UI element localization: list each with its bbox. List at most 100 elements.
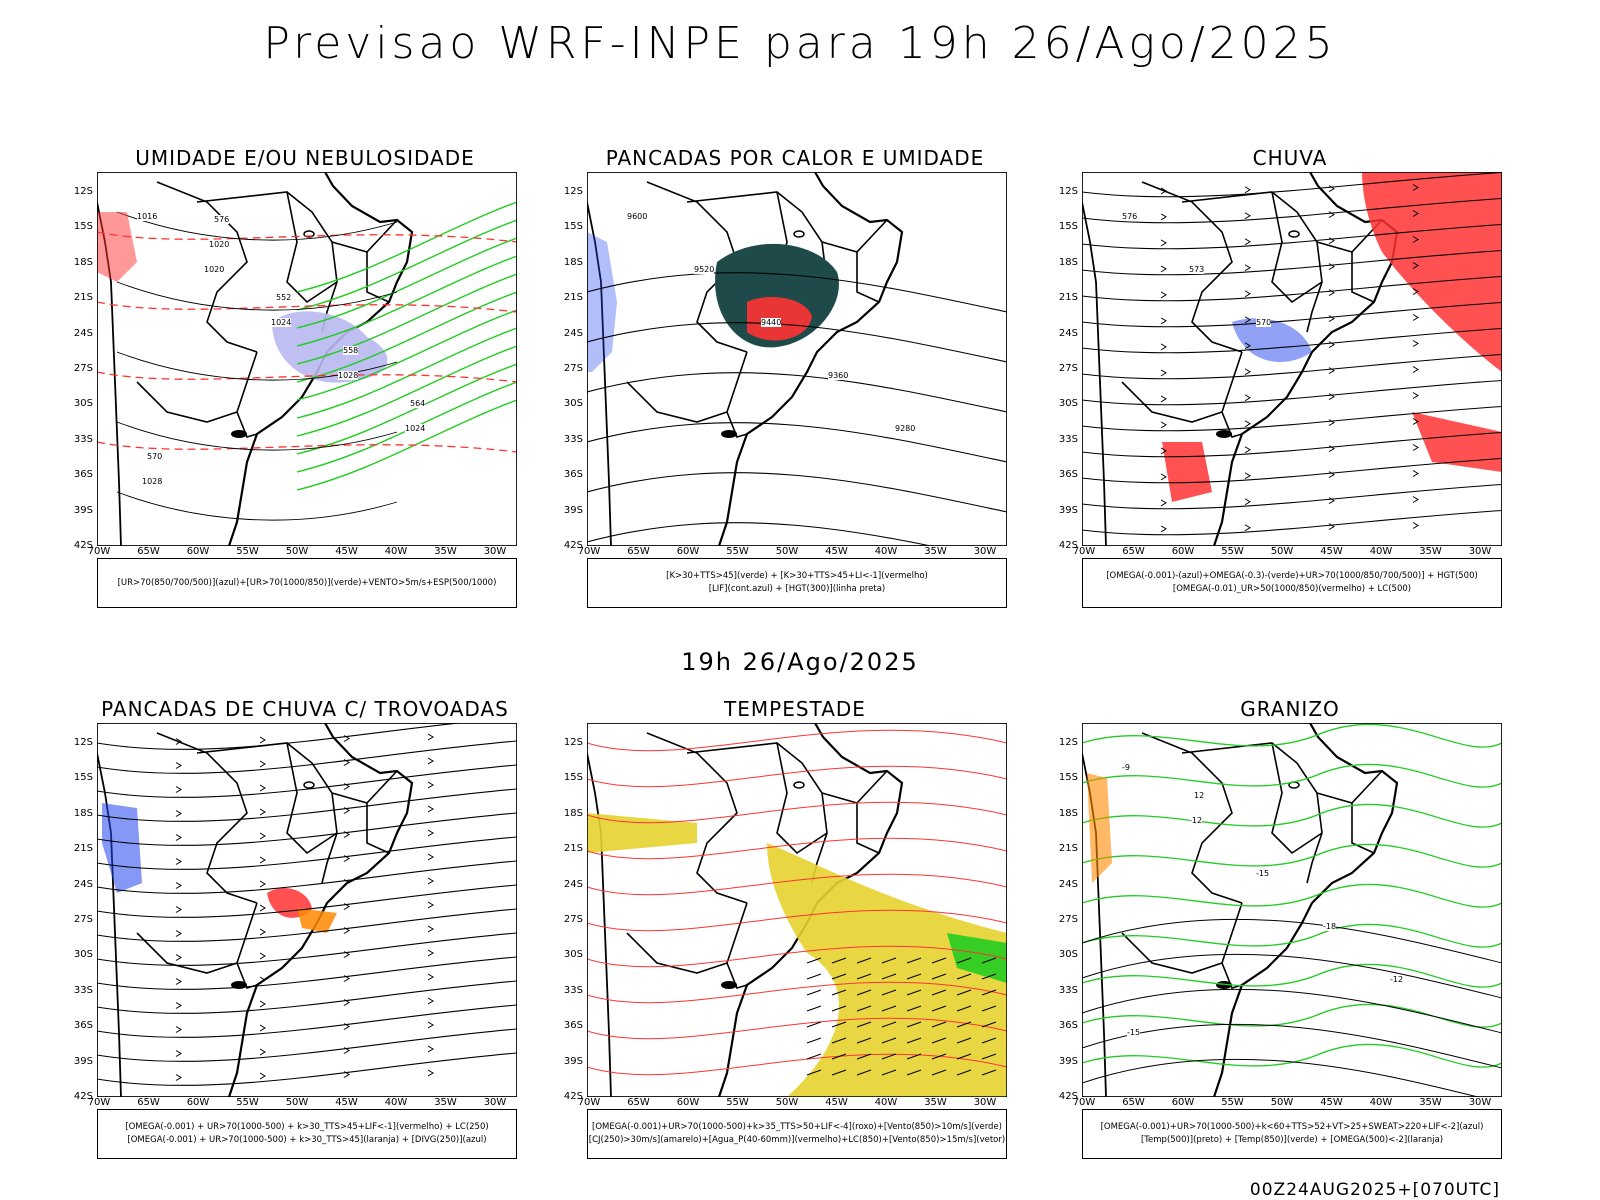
lat-label: 33S: [1058, 984, 1078, 996]
lat-label: 39S: [73, 504, 93, 516]
contour-label: 576: [1122, 212, 1138, 221]
lat-label: 21S: [73, 292, 93, 304]
lat-label: 12S: [73, 737, 93, 748]
lon-label: 70W: [87, 546, 111, 557]
lat-label: 15S: [73, 772, 93, 784]
lat-label: 18S: [563, 807, 583, 819]
lat-label: 21S: [563, 843, 583, 855]
lat-label: 27S: [1058, 914, 1078, 925]
legend-line: [OMEGA(-0.001) + UR>70(1000-500) + k>30_…: [127, 1135, 487, 1145]
contour-label: -15: [1256, 869, 1270, 878]
lat-label: 24S: [563, 878, 583, 890]
panel-legend: [UR>70(850/700/500)](azul)+[UR>70(1000/8…: [97, 558, 517, 608]
lon-label: 55W: [1221, 546, 1244, 557]
map-panel-2: PANCADAS POR CALOR E UMIDADE 12S 15S 18S 21S…: [545, 146, 1045, 626]
lat-label: 33S: [73, 433, 93, 445]
lon-label: 50W: [775, 546, 799, 557]
contour-label: 1028: [142, 477, 163, 486]
contour-label: 1024: [405, 424, 426, 433]
lon-label: 65W: [1122, 546, 1145, 557]
lon-label: 30W: [973, 1097, 997, 1108]
lon-label: 70W: [577, 546, 601, 557]
panel-legend: [K>30+TTS>45](verde) + [K>30+TTS>45+LI<-…: [587, 558, 1007, 608]
lat-label: 15S: [563, 772, 583, 784]
lon-label: 30W: [483, 1097, 507, 1108]
legend-line: [OMEGA(-0.001)+UR>70(1000-500)+k<60+TTS>…: [1100, 1122, 1484, 1132]
run-timestamp: 00Z24AUG2025+[070UTC]: [1249, 1180, 1500, 1200]
lat-label: 24S: [73, 878, 93, 890]
lat-label: 30S: [73, 949, 93, 961]
lon-label: 70W: [87, 1097, 111, 1108]
contour-label: -18: [1323, 922, 1337, 931]
lon-label: 40W: [1369, 546, 1393, 557]
lat-label: 42S: [1058, 540, 1078, 551]
legend-line: [K>30+TTS>45](verde) + [K>30+TTS>45+LI<-…: [666, 571, 928, 581]
page-title: Previsao WRF-INPE para 19h 26/Ago/2025: [263, 18, 1337, 69]
lon-label: 35W: [1419, 1097, 1442, 1108]
contour-label: 552: [276, 293, 292, 302]
mid-date-label: 19h 26/Ago/2025: [681, 648, 919, 676]
lon-label: 65W: [1122, 1097, 1145, 1108]
lat-label: 21S: [1058, 843, 1078, 855]
legend-line: [Temp(500)](preto) + [Temp(850)](verde) …: [1140, 1135, 1444, 1145]
map-canvas: [97, 723, 517, 1097]
contour-label: 570: [147, 452, 163, 461]
panel-title: PANCADAS POR CALOR E UMIDADE: [605, 146, 985, 170]
contour-label: 558: [343, 346, 359, 355]
contour-label: 9440: [761, 318, 782, 327]
lon-label: 35W: [924, 1097, 947, 1108]
lat-label: 39S: [563, 504, 583, 516]
lat-label: 30S: [1058, 398, 1078, 410]
lat-label: 36S: [563, 1020, 583, 1032]
lat-label: 42S: [73, 1091, 93, 1102]
contour-label: 12: [1194, 791, 1205, 800]
lat-label: 30S: [563, 398, 583, 410]
lat-label: 36S: [73, 1020, 93, 1032]
lat-label: 36S: [563, 469, 583, 481]
contour-label: 570: [1256, 318, 1272, 327]
lat-label: 15S: [563, 221, 583, 233]
lon-label: 60W: [1171, 1097, 1195, 1108]
lon-label: 40W: [874, 1097, 898, 1108]
lon-label: 65W: [137, 1097, 160, 1108]
lon-label: 35W: [1419, 546, 1442, 557]
lon-label: 50W: [775, 1097, 799, 1108]
lat-label: 27S: [1058, 363, 1078, 374]
forecast-map: 12S 15S 18S 21S 24S 27S 30S 33S 36S 39S 42S 70W 65W 6…: [1059, 723, 1502, 1108]
legend-line: [OMEGA(-0.01)_UR>50(1000/850)(vermelho) …: [1172, 584, 1412, 594]
contour-label: 564: [410, 399, 426, 408]
legend-line: [CJ(250)>30m/s](amarelo)+[Agua_P(40-60mm…: [588, 1135, 1006, 1145]
lat-label: 27S: [563, 363, 583, 374]
lat-label: 12S: [73, 186, 93, 197]
lat-label: 36S: [73, 469, 93, 481]
map-canvas: [97, 172, 517, 546]
lon-label: 45W: [1320, 1097, 1343, 1108]
forecast-map: 12S 15S 18S 21S 24S 27S 30S 33S 36S 39S 42S 70W 65W 6…: [74, 172, 517, 557]
lat-label: 27S: [73, 363, 93, 374]
lon-label: 65W: [627, 1097, 650, 1108]
lon-label: 70W: [577, 1097, 601, 1108]
forecast-map: 12S 15S 18S 21S 24S 27S 30S 33S 36S 39S 42S 70W 65W 6…: [1059, 172, 1502, 557]
panel-legend: [OMEGA(-0.001)+UR>70(1000-500)+k<60+TTS>…: [1082, 1109, 1502, 1159]
contour-label: 9360: [828, 371, 849, 380]
lon-label: 40W: [384, 546, 408, 557]
lon-label: 45W: [1320, 546, 1343, 557]
panel-legend: [OMEGA(-0.001)+UR>70(1000-500)+k>35_TTS>…: [587, 1109, 1007, 1159]
lat-label: 30S: [1058, 949, 1078, 961]
lat-label: 33S: [563, 984, 583, 996]
lat-label: 24S: [1058, 327, 1078, 339]
contour-label: 573: [1189, 265, 1205, 274]
contour-label: -15: [1127, 1028, 1141, 1037]
lon-label: 50W: [285, 546, 309, 557]
lat-label: 12S: [563, 737, 583, 748]
lat-label: 15S: [1058, 772, 1078, 784]
contour-label: 9600: [627, 212, 648, 221]
lat-label: 42S: [563, 540, 583, 551]
lat-label: 12S: [563, 186, 583, 197]
lat-label: 27S: [73, 914, 93, 925]
map-canvas: [587, 723, 1007, 1097]
lon-label: 35W: [434, 546, 457, 557]
lat-label: 39S: [563, 1055, 583, 1067]
lon-label: 55W: [726, 1097, 749, 1108]
lon-label: 40W: [874, 546, 898, 557]
